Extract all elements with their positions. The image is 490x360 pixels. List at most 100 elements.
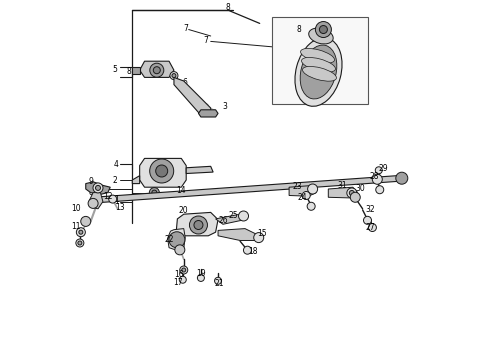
Text: 16: 16 xyxy=(174,270,184,279)
Text: 18: 18 xyxy=(248,247,258,256)
Circle shape xyxy=(175,245,185,255)
Polygon shape xyxy=(218,229,260,240)
Text: 3: 3 xyxy=(222,102,227,111)
Circle shape xyxy=(79,230,83,234)
Text: 1: 1 xyxy=(114,195,119,204)
Circle shape xyxy=(396,172,408,184)
Polygon shape xyxy=(140,158,186,187)
Circle shape xyxy=(179,276,186,283)
Text: 20: 20 xyxy=(179,206,189,215)
Circle shape xyxy=(307,202,315,210)
Ellipse shape xyxy=(300,45,337,99)
Circle shape xyxy=(76,239,84,247)
Circle shape xyxy=(180,266,188,274)
Polygon shape xyxy=(174,77,211,115)
Circle shape xyxy=(244,246,251,254)
Circle shape xyxy=(96,185,100,190)
Text: 32: 32 xyxy=(365,205,375,215)
Ellipse shape xyxy=(295,38,342,106)
Text: 26: 26 xyxy=(218,216,228,225)
Text: 4: 4 xyxy=(114,161,119,170)
Polygon shape xyxy=(186,166,213,174)
Circle shape xyxy=(81,216,91,226)
Circle shape xyxy=(150,159,173,183)
Text: 7: 7 xyxy=(184,24,189,33)
Text: 21: 21 xyxy=(215,279,224,288)
Circle shape xyxy=(319,26,327,33)
Circle shape xyxy=(172,73,176,78)
Polygon shape xyxy=(86,182,110,194)
Text: 27: 27 xyxy=(366,223,375,232)
Text: 13: 13 xyxy=(115,202,125,211)
Text: 8: 8 xyxy=(296,25,301,34)
Circle shape xyxy=(316,22,331,37)
Circle shape xyxy=(169,232,185,248)
Text: 10: 10 xyxy=(71,204,81,212)
Polygon shape xyxy=(132,176,140,184)
Text: 6: 6 xyxy=(183,78,188,87)
Circle shape xyxy=(88,198,98,208)
Polygon shape xyxy=(216,214,245,224)
Text: 17: 17 xyxy=(173,278,183,287)
Circle shape xyxy=(78,241,82,245)
Circle shape xyxy=(197,274,204,282)
Text: 8: 8 xyxy=(88,188,93,197)
Circle shape xyxy=(368,224,376,231)
Circle shape xyxy=(109,195,117,203)
Bar xyxy=(272,17,368,104)
Circle shape xyxy=(182,268,186,272)
Text: 2: 2 xyxy=(113,176,118,185)
Circle shape xyxy=(308,184,318,194)
Circle shape xyxy=(190,216,207,234)
Polygon shape xyxy=(328,187,358,198)
Polygon shape xyxy=(98,175,402,203)
Text: 15: 15 xyxy=(257,229,267,238)
Text: 11: 11 xyxy=(71,222,81,231)
Circle shape xyxy=(239,211,248,221)
Circle shape xyxy=(347,188,357,198)
Polygon shape xyxy=(198,110,218,117)
Ellipse shape xyxy=(309,28,333,44)
Text: 23: 23 xyxy=(292,182,302,191)
Circle shape xyxy=(364,216,371,224)
Circle shape xyxy=(93,183,103,193)
Text: 9: 9 xyxy=(88,177,93,186)
Text: 7: 7 xyxy=(203,36,208,45)
Text: 29: 29 xyxy=(378,164,388,173)
Circle shape xyxy=(302,192,310,199)
Circle shape xyxy=(349,190,354,195)
Text: 28: 28 xyxy=(369,172,379,181)
Ellipse shape xyxy=(302,67,337,81)
Ellipse shape xyxy=(300,49,335,63)
Text: 25: 25 xyxy=(229,211,239,220)
Circle shape xyxy=(215,277,221,284)
Circle shape xyxy=(376,186,384,194)
Polygon shape xyxy=(176,212,218,236)
Text: 24: 24 xyxy=(297,193,307,202)
Circle shape xyxy=(156,165,168,177)
Text: 22: 22 xyxy=(164,235,174,244)
Text: 31: 31 xyxy=(337,181,347,190)
Polygon shape xyxy=(140,61,174,77)
Circle shape xyxy=(194,220,203,230)
Text: 8: 8 xyxy=(126,67,131,76)
Circle shape xyxy=(76,228,85,237)
Text: 5: 5 xyxy=(113,65,118,74)
Circle shape xyxy=(372,174,382,184)
Polygon shape xyxy=(289,185,316,196)
Circle shape xyxy=(254,233,264,243)
Text: 14: 14 xyxy=(176,186,186,195)
Circle shape xyxy=(152,190,157,195)
Ellipse shape xyxy=(301,58,336,72)
Circle shape xyxy=(150,63,164,77)
Polygon shape xyxy=(132,67,140,74)
Text: 30: 30 xyxy=(355,184,365,193)
Text: 1: 1 xyxy=(114,197,119,206)
Circle shape xyxy=(375,167,382,174)
Text: 19: 19 xyxy=(196,269,206,278)
Text: 8: 8 xyxy=(225,4,230,13)
Circle shape xyxy=(149,188,159,198)
Polygon shape xyxy=(168,229,185,250)
Circle shape xyxy=(153,67,160,74)
Text: 12: 12 xyxy=(103,192,113,201)
